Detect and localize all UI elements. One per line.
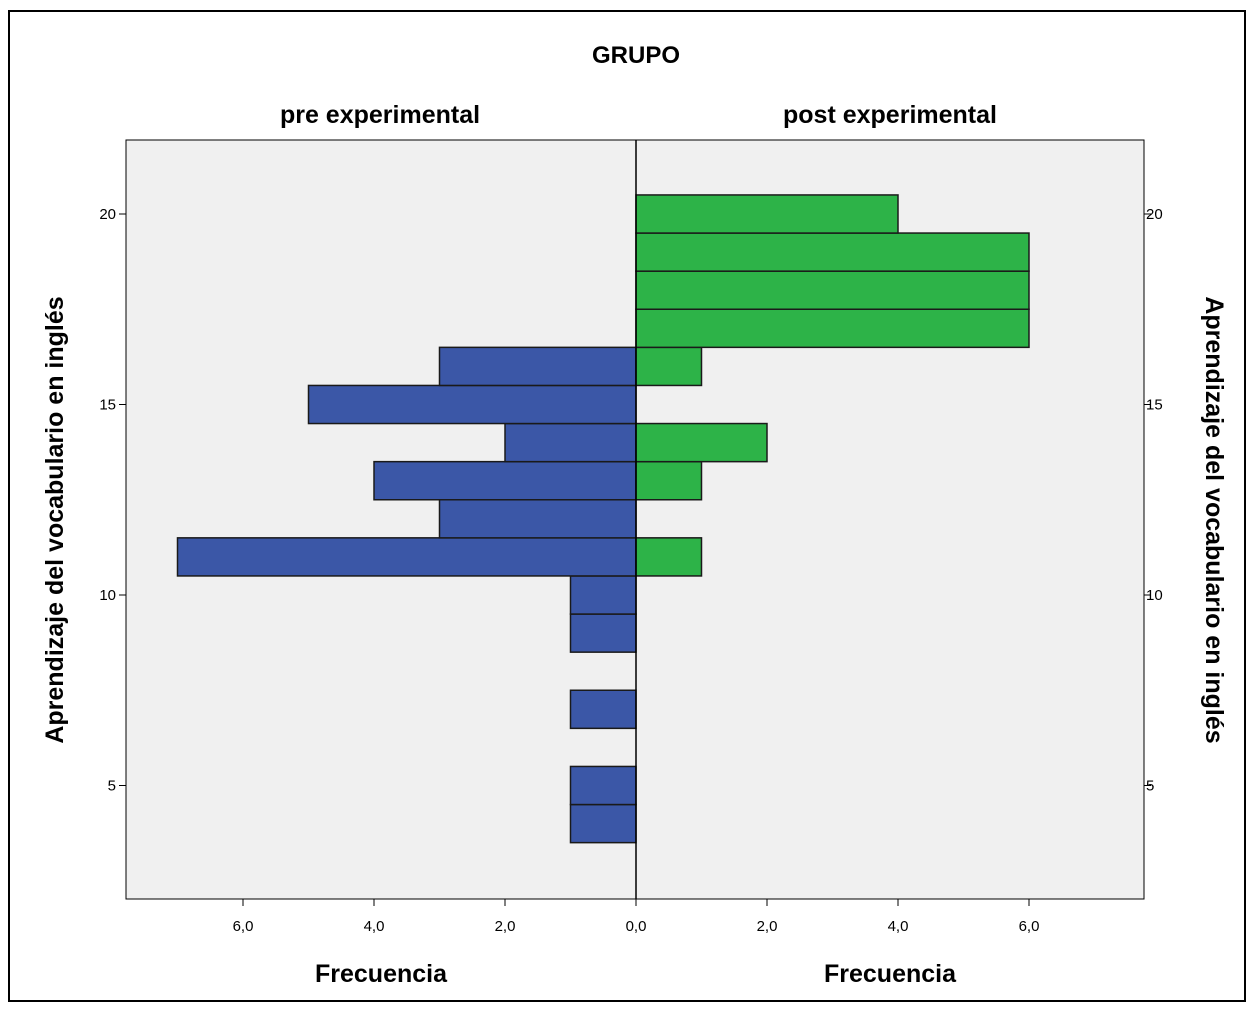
panel-title-pre: pre experimental: [280, 101, 480, 129]
y-axis-label-right: Aprendizaje del vocabulario en inglés: [1200, 296, 1228, 743]
x-tick-label-2: 2,0: [495, 918, 516, 935]
bar-post-13: [635, 460, 703, 501]
chart-title: GRUPO: [592, 42, 680, 69]
y-axis-left: 5 10 15 20: [99, 206, 126, 795]
panel-title-post: post experimental: [783, 101, 997, 129]
y-tick-label-left-5: 5: [108, 778, 116, 795]
bars-group: [176, 194, 1030, 844]
y-tick-label-right-5: 5: [1146, 778, 1154, 795]
bar-pre-4: [569, 803, 637, 844]
y-tick-label-right-20: 20: [1146, 206, 1163, 223]
bar-pre-12: [438, 499, 637, 539]
y-tick-label-left-15: 15: [99, 397, 116, 414]
x-axis: 6,0 4,0 2,0 0,0 2,0 4,0 6,0: [233, 899, 1040, 935]
bar-post-18: [635, 270, 1030, 310]
x-tick-label-3: 0,0: [626, 918, 647, 935]
bar-post-20: [635, 194, 899, 234]
x-tick-label-0: 6,0: [233, 918, 254, 935]
bar-pre-10: [569, 575, 637, 615]
bar-post-14: [635, 422, 768, 463]
y-tick-label-right-15: 15: [1146, 397, 1163, 414]
x-tick-label-1: 4,0: [364, 918, 385, 935]
x-axis-label-pre: Frecuencia: [315, 960, 448, 988]
bar-pre-5: [569, 765, 637, 806]
bar-post-11: [635, 537, 703, 577]
y-tick-label-left-20: 20: [99, 206, 116, 223]
bar-pre-13: [373, 460, 637, 501]
bar-post-16: [635, 346, 703, 387]
bar-pre-15: [307, 384, 637, 425]
y-axis-label-left: Aprendizaje del vocabulario en inglés: [41, 296, 69, 743]
bar-pre-11: [176, 537, 637, 577]
x-tick-label-5: 4,0: [888, 918, 909, 935]
bar-pre-14: [504, 422, 637, 463]
y-tick-label-right-10: 10: [1146, 587, 1163, 604]
y-tick-label-left-10: 10: [99, 587, 116, 604]
y-axis-right: 5 10 15 20: [1144, 206, 1163, 795]
bar-pre-16: [438, 346, 637, 387]
bar-post-19: [635, 232, 1030, 272]
x-tick-label-6: 6,0: [1019, 918, 1040, 935]
bar-pre-7: [569, 689, 637, 730]
bar-pre-9: [569, 613, 637, 653]
bar-post-17: [635, 308, 1030, 349]
x-axis-label-post: Frecuencia: [824, 960, 957, 988]
x-tick-label-4: 2,0: [757, 918, 778, 935]
